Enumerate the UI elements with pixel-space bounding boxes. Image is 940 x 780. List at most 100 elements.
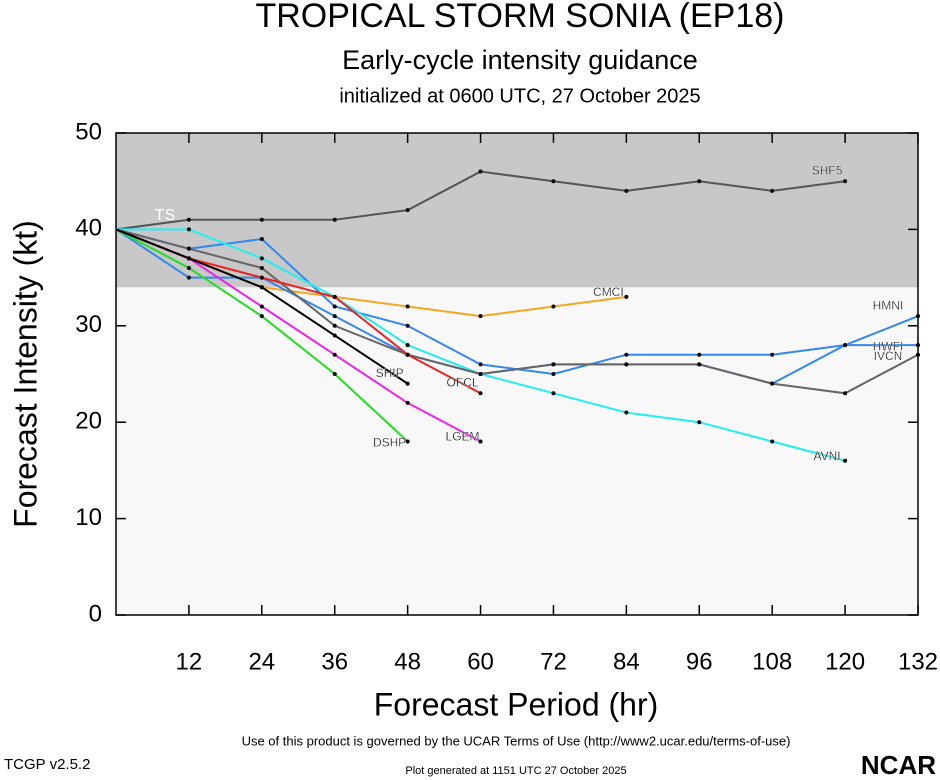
y-tick-label: 50: [75, 118, 102, 145]
y-axis-label: Forecast Intensity (kt): [7, 220, 43, 528]
series-point: [186, 246, 191, 251]
series-point: [770, 381, 775, 386]
x-axis-label: Forecast Period (hr): [374, 686, 659, 722]
series-point: [332, 323, 337, 328]
series-label: DSHP: [373, 436, 406, 450]
x-tick-label: 120: [825, 648, 865, 675]
x-tick-label: 60: [467, 648, 494, 675]
chart-title: TROPICAL STORM SONIA (EP18): [255, 0, 784, 35]
series-point: [551, 304, 556, 309]
series-label: LGEM: [446, 430, 480, 444]
plot-frame: [115, 132, 919, 616]
series-point: [624, 294, 629, 299]
series-label: HWFI: [873, 339, 904, 353]
x-tick-label: 12: [176, 648, 203, 675]
series-point: [478, 169, 483, 174]
series-point: [843, 391, 848, 396]
logo: NCAR: [861, 750, 936, 780]
x-tick-label: 96: [686, 648, 713, 675]
series-point: [551, 391, 556, 396]
series-point: [405, 400, 410, 405]
series-point: [551, 372, 556, 376]
series-point: [843, 458, 848, 463]
footer-version: TCGP v2.5.2: [4, 756, 90, 773]
x-tick-label: 72: [540, 648, 567, 675]
series-point: [186, 256, 191, 261]
series-point: [478, 439, 483, 444]
series-point: [916, 343, 920, 348]
series-point: [332, 294, 337, 299]
series-point: [259, 256, 264, 261]
series-point: [478, 362, 483, 367]
series-point: [551, 179, 556, 184]
series-label: SHIP: [376, 366, 404, 380]
x-tick-label: 36: [321, 648, 348, 675]
series-point: [770, 439, 775, 444]
chart-subtitle: Early-cycle intensity guidance: [342, 45, 698, 75]
series-point: [259, 217, 264, 222]
series-point: [697, 420, 702, 425]
y-tick-label: 0: [89, 600, 102, 627]
series-point: [405, 343, 410, 348]
series-label: CMCI: [593, 285, 624, 299]
series-point: [259, 237, 264, 242]
series-point: [770, 352, 775, 357]
series-point: [186, 227, 191, 232]
series-point: [186, 265, 191, 270]
footer-generated: Plot generated at 1151 UTC 27 October 20…: [405, 765, 626, 777]
x-tick-label: 108: [752, 648, 792, 675]
series-point: [624, 352, 629, 357]
x-tick-label: 132: [898, 648, 938, 675]
series-point: [697, 362, 702, 367]
series-point: [186, 217, 191, 222]
y-tick-label: 10: [75, 504, 102, 531]
series-point: [478, 314, 483, 319]
series-point: [332, 314, 337, 319]
series-label: HMNI: [873, 298, 904, 312]
series-point: [259, 275, 264, 280]
series-point: [551, 362, 556, 367]
series-line: [115, 228, 919, 395]
series-point: [186, 275, 191, 280]
x-tick-label: 84: [613, 648, 640, 675]
ts-band: [116, 133, 918, 288]
ts-label: TS: [155, 207, 175, 224]
series-point: [843, 343, 848, 348]
series-point: [332, 333, 337, 338]
series-point: [405, 208, 410, 213]
series-point: [259, 285, 264, 290]
series-point: [405, 439, 410, 444]
series-point: [405, 381, 410, 386]
series-point: [405, 304, 410, 309]
series-point: [332, 352, 337, 357]
series-point: [332, 217, 337, 222]
x-tick-label: 48: [394, 648, 421, 675]
series-point: [624, 410, 629, 415]
series-point: [624, 188, 629, 193]
series-point: [916, 314, 920, 319]
series-point: [405, 352, 410, 357]
series-point: [259, 265, 264, 270]
series-point: [770, 188, 775, 193]
footer-terms: Use of this product is governed by the U…: [242, 733, 791, 748]
series-point: [478, 372, 483, 376]
series-point: [332, 304, 337, 309]
y-tick-label: 40: [75, 215, 102, 242]
series-point: [405, 323, 410, 328]
series-label: OFCL: [447, 375, 479, 389]
series-point: [624, 362, 629, 367]
series-label: SHF5: [812, 163, 843, 177]
y-tick-label: 20: [75, 408, 102, 435]
series-label: IVCN: [874, 349, 903, 363]
series-point: [697, 179, 702, 184]
series-point: [259, 304, 264, 309]
series-point: [916, 352, 920, 357]
series-point: [697, 352, 702, 357]
series-point: [478, 391, 483, 396]
x-tick-label: 24: [248, 648, 275, 675]
y-tick-label: 30: [75, 311, 102, 338]
series-point: [843, 179, 848, 184]
series-point: [259, 314, 264, 319]
series-label: AVNI: [814, 449, 841, 463]
